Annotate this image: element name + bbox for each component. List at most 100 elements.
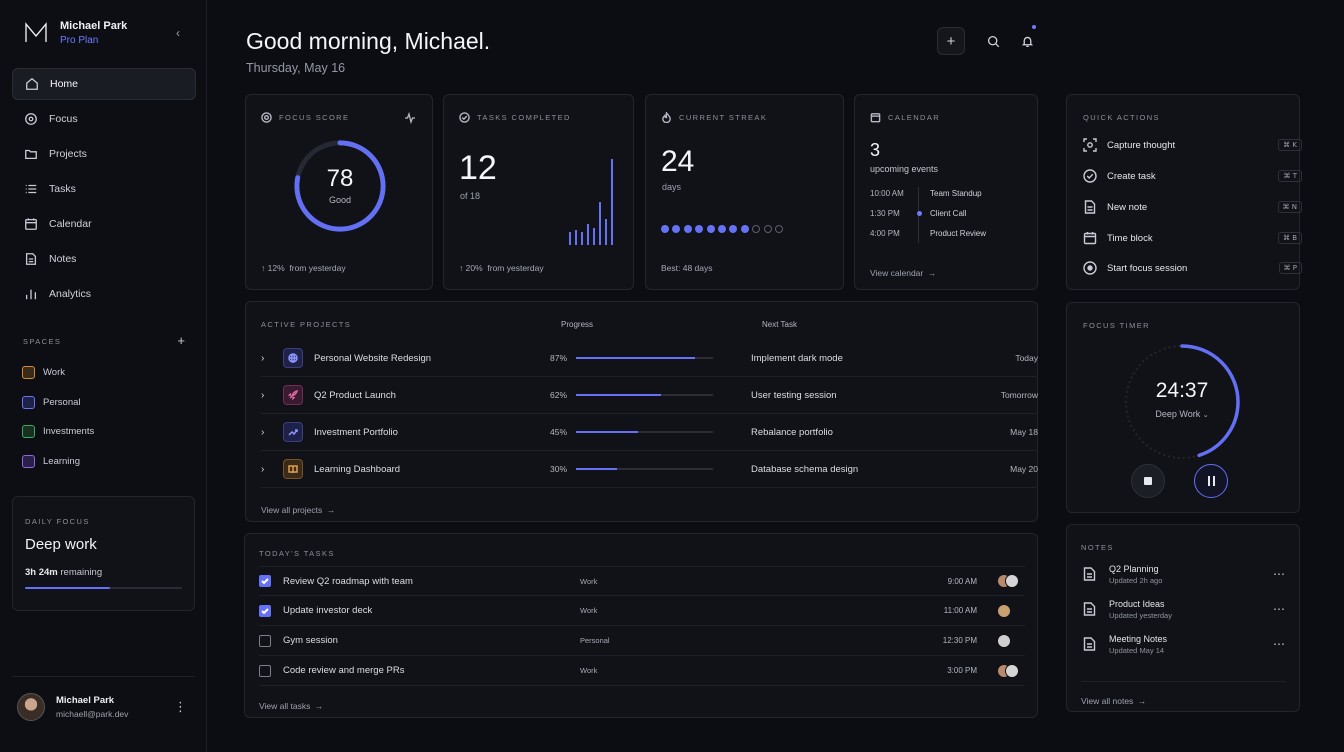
calendar-icon <box>870 113 881 123</box>
pause-button[interactable] <box>1194 464 1228 498</box>
view-calendar-link[interactable]: View calendar → <box>870 263 936 281</box>
task-row[interactable]: Code review and merge PRs Work 3:00 PM <box>259 656 1025 686</box>
nav-item-focus[interactable]: Focus <box>12 103 196 135</box>
collapse-sidebar-icon[interactable]: ‹ <box>176 26 180 40</box>
quick-action-capture[interactable]: Capture thought ⌘ K <box>1083 130 1302 160</box>
more-horizontal-icon[interactable]: ⋯ <box>1273 602 1286 616</box>
document-icon <box>1083 602 1096 616</box>
space-item-work[interactable]: Work <box>22 358 192 388</box>
project-row[interactable]: › Personal Website Redesign 87% Implemen… <box>261 340 1038 377</box>
stop-button[interactable] <box>1131 464 1165 498</box>
chevron-right-icon[interactable]: › <box>261 463 265 475</box>
link-text: View calendar <box>870 268 924 278</box>
project-next-task: Database schema design <box>751 463 859 475</box>
streak-card[interactable]: CURRENT STREAK 24 days Best: 48 days <box>645 94 844 290</box>
add-space-icon[interactable]: + <box>177 333 185 348</box>
project-row[interactable]: › Q2 Product Launch 62% User testing ses… <box>261 377 1038 414</box>
brand[interactable]: Michael Park Pro Plan <box>24 20 127 46</box>
briefcase-icon <box>22 366 35 380</box>
quick-action-time-block[interactable]: Time block ⌘ B <box>1083 223 1302 253</box>
streak-dot <box>740 225 749 233</box>
note-updated: Updated yesterday <box>1109 610 1172 620</box>
note-title: Meeting Notes <box>1109 633 1168 644</box>
streak-dot <box>729 225 738 233</box>
calendar-icon <box>25 218 37 230</box>
chevron-right-icon[interactable]: › <box>261 352 265 364</box>
calendar-event[interactable]: 1:30 PM Client Call <box>870 209 1030 229</box>
view-all-notes-link[interactable]: View all notes → <box>1081 691 1146 709</box>
nav-item-analytics[interactable]: Analytics <box>12 278 196 310</box>
project-row[interactable]: › Learning Dashboard 30% Database schema… <box>261 451 1038 488</box>
space-item-learning[interactable]: Learning <box>22 447 192 477</box>
nav-item-label: Analytics <box>49 288 92 300</box>
chevron-right-icon[interactable]: › <box>261 389 265 401</box>
streak-label: CURRENT STREAK <box>679 113 768 122</box>
calendar-label: CALENDAR <box>888 113 941 122</box>
chevron-right-icon[interactable]: › <box>261 426 265 438</box>
calendar-event[interactable]: 10:00 AM Team Standup <box>870 189 1030 209</box>
pause-icon <box>1207 476 1215 486</box>
arrow-right-icon: → <box>1137 696 1147 706</box>
task-tag: Work <box>580 666 598 675</box>
nav-item-calendar[interactable]: Calendar <box>12 208 196 240</box>
nav-item-home[interactable]: Home <box>12 68 196 100</box>
streak-dot <box>752 225 761 233</box>
focus-score-card[interactable]: FOCUS SCORE 78 Good ↑ 12% from yesterday <box>245 94 433 290</box>
more-horizontal-icon[interactable]: ⋯ <box>1273 637 1286 651</box>
search-button[interactable] <box>979 27 1007 55</box>
space-item-investments[interactable]: Investments <box>22 417 192 447</box>
arrow-right-icon: → <box>927 268 937 278</box>
more-horizontal-icon[interactable]: ⋯ <box>1273 567 1286 581</box>
quick-action-create-task[interactable]: Create task ⌘ T <box>1083 161 1302 191</box>
note-item[interactable]: Q2 Planning Updated 2h ago ⋯ <box>1083 557 1286 591</box>
book-icon <box>283 459 303 479</box>
daily-focus-card[interactable]: DAILY FOCUS Deep work 3h 24m remaining <box>12 496 195 611</box>
nav-item-projects[interactable]: Projects <box>12 138 196 170</box>
mode-label: Deep Work <box>1155 409 1201 419</box>
event-title: Team Standup <box>930 189 982 198</box>
tasks-completed-delta: ↑ 20% from yesterday <box>459 263 544 273</box>
spark-bar <box>605 219 607 245</box>
note-updated: Updated 2h ago <box>1109 575 1163 585</box>
remaining-label: remaining <box>60 567 103 578</box>
task-checkbox[interactable] <box>259 604 271 617</box>
view-all-projects-link[interactable]: View all projects → <box>261 500 335 518</box>
page-title: Good morning, Michael. <box>246 28 491 54</box>
note-item[interactable]: Meeting Notes Updated May 14 ⋯ <box>1083 627 1286 661</box>
task-checkbox[interactable] <box>259 575 271 587</box>
task-row[interactable]: Gym session Personal 12:30 PM <box>259 626 1025 656</box>
quick-action-start-focus[interactable]: Start focus session ⌘ P <box>1083 253 1302 283</box>
more-vertical-icon[interactable]: ⋮ <box>174 699 187 714</box>
task-checkbox[interactable] <box>259 664 271 677</box>
nav-item-label: Focus <box>49 113 78 125</box>
check-circle-icon <box>1083 169 1097 183</box>
quick-actions-card: QUICK ACTIONS Capture thought ⌘ K Create… <box>1066 94 1302 290</box>
user-profile[interactable]: Michael Park michaell@park.dev ⋮ <box>12 676 195 721</box>
notes-label: NOTES <box>1081 543 1114 552</box>
streak-dot <box>774 225 783 233</box>
space-item-personal[interactable]: Personal <box>22 388 192 418</box>
calendar-card[interactable]: CALENDAR 3 upcoming events 10:00 AM Team… <box>854 94 1038 290</box>
spaces-list: Work Personal Investments Learning <box>22 358 192 476</box>
nav-item-tasks[interactable]: Tasks <box>12 173 196 205</box>
calendar-event[interactable]: 4:00 PM Product Review <box>870 229 1030 249</box>
tasks-completed-card[interactable]: TASKS COMPLETED 12 of 18 ↑ 20% from yest… <box>443 94 634 290</box>
project-name: Investment Portfolio <box>314 426 398 438</box>
activity-icon[interactable] <box>404 112 416 124</box>
delta-value: 12% <box>267 263 285 273</box>
focus-timer-mode[interactable]: Deep Work ⌄ <box>1122 409 1242 419</box>
nav-item-notes[interactable]: Notes <box>12 243 196 275</box>
quick-action-new-note[interactable]: New note ⌘ N <box>1083 192 1302 222</box>
task-row[interactable]: Update investor deck Work 11:00 AM <box>259 596 1025 626</box>
view-all-tasks-link[interactable]: View all tasks → <box>259 696 323 714</box>
event-time: 10:00 AM <box>870 189 904 198</box>
task-checkbox[interactable] <box>259 634 271 647</box>
add-button[interactable]: + <box>937 27 965 55</box>
notifications-button[interactable] <box>1013 25 1041 55</box>
task-row[interactable]: Review Q2 roadmap with team Work 9:00 AM <box>259 566 1025 596</box>
task-name: Update investor deck <box>283 605 373 616</box>
task-name: Code review and merge PRs <box>283 665 405 676</box>
note-item[interactable]: Product Ideas Updated yesterday ⋯ <box>1083 592 1286 626</box>
project-row[interactable]: › Investment Portfolio 45% Rebalance por… <box>261 414 1038 451</box>
